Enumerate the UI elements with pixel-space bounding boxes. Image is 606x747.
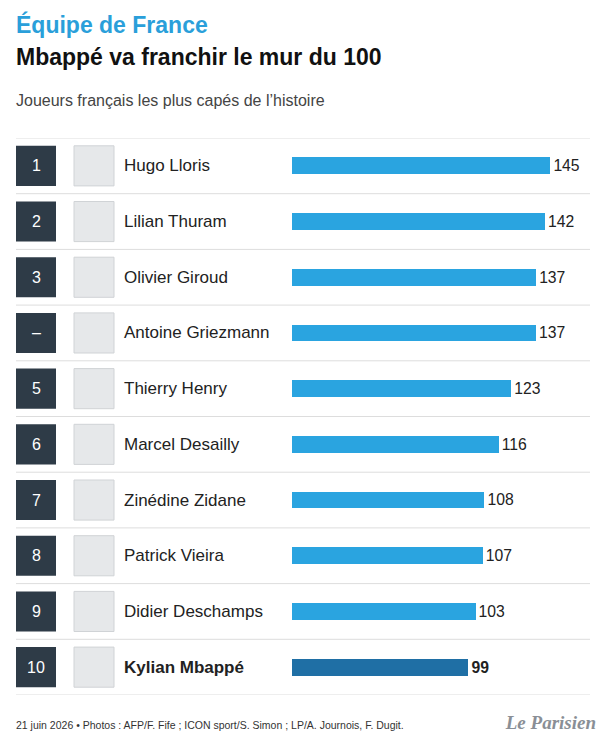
svg-text:1: 1 xyxy=(32,157,41,174)
html-text:Joueurs français les plus capé: Joueurs français les plus capés de l’his… xyxy=(16,92,325,109)
html-text:21 juin 2026 • Photos : AFP/F.: 21 juin 2026 • Photos : AFP/F. Fife ; IC… xyxy=(16,719,404,731)
svg-text:145: 145 xyxy=(553,157,579,174)
svg-text:–: – xyxy=(32,324,41,341)
svg-text:Patrick Vieira: Patrick Vieira xyxy=(124,546,224,565)
svg-text:Zinédine Zidane: Zinédine Zidane xyxy=(124,491,246,510)
svg-text:137: 137 xyxy=(539,324,565,341)
svg-text:123: 123 xyxy=(514,380,540,397)
svg-text:9: 9 xyxy=(32,603,41,620)
svg-text:107: 107 xyxy=(486,547,512,564)
svg-text:137: 137 xyxy=(539,269,565,286)
svg-text:Didier Deschamps: Didier Deschamps xyxy=(124,602,263,621)
svg-text:2: 2 xyxy=(32,213,41,230)
svg-text:99: 99 xyxy=(471,659,489,676)
svg-text:142: 142 xyxy=(548,213,574,230)
svg-text:Lilian Thuram: Lilian Thuram xyxy=(124,212,227,231)
svg-text:Olivier Giroud: Olivier Giroud xyxy=(124,268,228,287)
svg-text:Thierry Henry: Thierry Henry xyxy=(124,379,227,398)
svg-text:108: 108 xyxy=(487,491,513,508)
svg-text:7: 7 xyxy=(32,492,41,509)
html-text:Mbappé va franchir le mur du 1: Mbappé va franchir le mur du 100 xyxy=(16,44,382,70)
svg-text:116: 116 xyxy=(502,436,527,453)
svg-text:5: 5 xyxy=(32,380,41,397)
svg-text:3: 3 xyxy=(32,269,41,286)
html-text:Équipe de France: Équipe de France xyxy=(16,12,208,38)
svg-text:Hugo Lloris: Hugo Lloris xyxy=(124,156,210,175)
svg-text:Antoine Griezmann: Antoine Griezmann xyxy=(124,323,270,342)
svg-text:Marcel Desailly: Marcel Desailly xyxy=(124,435,240,454)
svg-text:10: 10 xyxy=(27,659,45,676)
html-text:Le Parisien: Le Parisien xyxy=(505,712,596,733)
svg-text:103: 103 xyxy=(479,603,505,620)
svg-text:8: 8 xyxy=(32,547,41,564)
svg-text:Kylian Mbappé: Kylian Mbappé xyxy=(124,658,244,677)
svg-text:6: 6 xyxy=(32,436,41,453)
